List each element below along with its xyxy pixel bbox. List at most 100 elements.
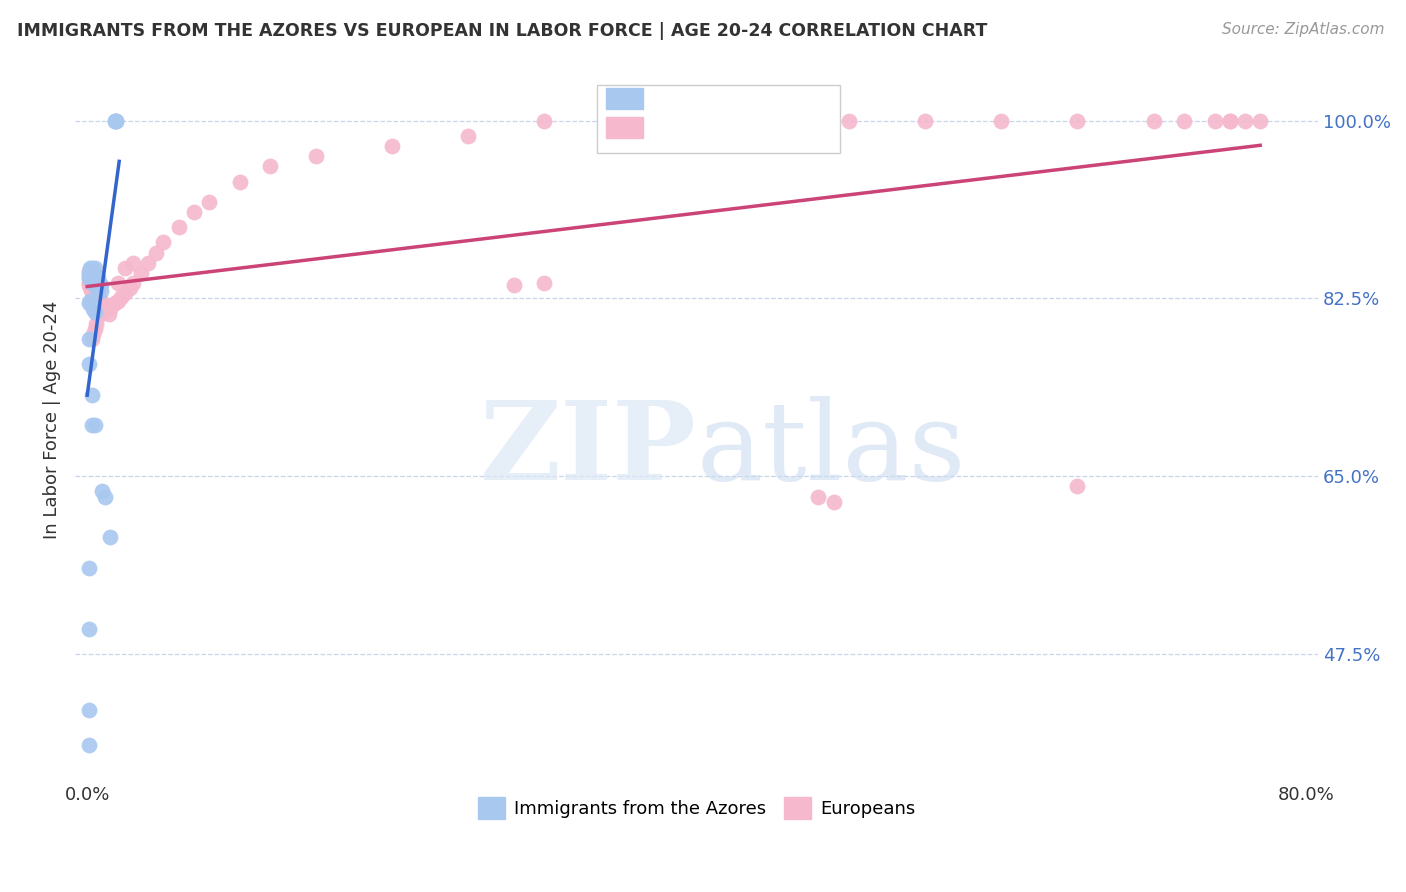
Point (1234, 113, 1257, 128)
Point (94, 490, 117, 504)
Point (1173, 113, 1195, 128)
Bar (606, 87, 643, 110)
Point (80, 276, 103, 290)
Point (82, 326, 104, 341)
Point (609, 113, 631, 128)
Point (136, 256, 159, 270)
Point (114, 260, 136, 275)
Text: Source: ZipAtlas.com: Source: ZipAtlas.com (1222, 22, 1385, 37)
Point (83, 291, 105, 305)
Point (77, 622, 100, 636)
Point (1066, 479, 1088, 493)
Point (305, 149, 328, 163)
Point (87, 281, 110, 295)
Point (80, 388, 103, 402)
Point (77, 739, 100, 753)
Point (90, 301, 112, 315)
Point (82, 276, 104, 290)
Point (77, 276, 100, 290)
Point (89, 304, 111, 318)
Point (77, 296, 100, 310)
Point (94, 304, 117, 318)
Point (83, 278, 105, 293)
Point (79, 281, 101, 295)
Point (145, 245, 167, 260)
Point (762, 113, 785, 128)
Point (83, 285, 105, 299)
Point (104, 113, 127, 128)
Point (1249, 113, 1271, 128)
Point (502, 278, 524, 293)
Point (86, 271, 108, 285)
Point (914, 113, 936, 128)
Point (77, 264, 100, 278)
Point (105, 113, 128, 128)
Point (90, 301, 112, 315)
Legend: Immigrants from the Azores, Europeans: Immigrants from the Azores, Europeans (471, 789, 922, 826)
Point (89, 281, 111, 295)
Point (82, 301, 104, 316)
Point (807, 490, 830, 504)
Point (129, 266, 152, 280)
Point (114, 286, 136, 301)
Point (91, 296, 114, 310)
Text: IMMIGRANTS FROM THE AZORES VS EUROPEAN IN LABOR FORCE | AGE 20-24 CORRELATION CH: IMMIGRANTS FROM THE AZORES VS EUROPEAN I… (17, 22, 987, 40)
Point (80, 271, 103, 285)
Point (87, 309, 110, 323)
Point (83, 260, 105, 275)
Point (77, 332, 100, 346)
Point (104, 113, 127, 128)
Text: atlas: atlas (696, 396, 966, 503)
Point (90, 278, 112, 293)
Point (107, 294, 129, 309)
Point (87, 271, 110, 285)
Point (259, 159, 281, 173)
Text: N = 85: N = 85 (755, 119, 823, 136)
Point (98, 530, 121, 544)
Y-axis label: In Labor Force | Age 20-24: In Labor Force | Age 20-24 (44, 301, 60, 540)
Text: ZIP: ZIP (479, 396, 696, 503)
Point (80, 298, 103, 312)
Point (77, 271, 100, 285)
Point (89, 276, 111, 290)
Point (77, 358, 100, 372)
Point (79, 294, 101, 309)
Point (685, 113, 707, 128)
Point (167, 220, 190, 235)
Point (80, 281, 103, 295)
Point (79, 271, 101, 285)
Point (533, 113, 555, 128)
Point (77, 268, 100, 282)
Point (86, 276, 108, 290)
Point (80, 332, 103, 346)
Point (91, 301, 114, 316)
Point (86, 268, 108, 282)
Point (381, 139, 404, 153)
Point (83, 418, 105, 433)
Point (198, 194, 221, 209)
Point (77, 703, 100, 717)
Point (80, 260, 103, 275)
Point (105, 113, 128, 128)
Point (94, 298, 117, 312)
Point (183, 205, 205, 219)
Point (87, 296, 110, 310)
Point (80, 286, 103, 301)
Point (83, 276, 105, 290)
Point (1204, 113, 1226, 128)
Point (77, 271, 100, 285)
Point (82, 283, 104, 297)
Point (838, 113, 860, 128)
Point (79, 266, 101, 280)
Point (82, 276, 104, 290)
Point (90, 285, 112, 299)
Point (87, 276, 110, 290)
Point (87, 285, 110, 299)
Point (79, 276, 101, 290)
Point (89, 298, 111, 312)
Point (83, 322, 105, 336)
Point (110, 290, 132, 304)
Point (89, 293, 111, 307)
Point (86, 282, 108, 296)
Text: N = 45: N = 45 (755, 89, 823, 108)
